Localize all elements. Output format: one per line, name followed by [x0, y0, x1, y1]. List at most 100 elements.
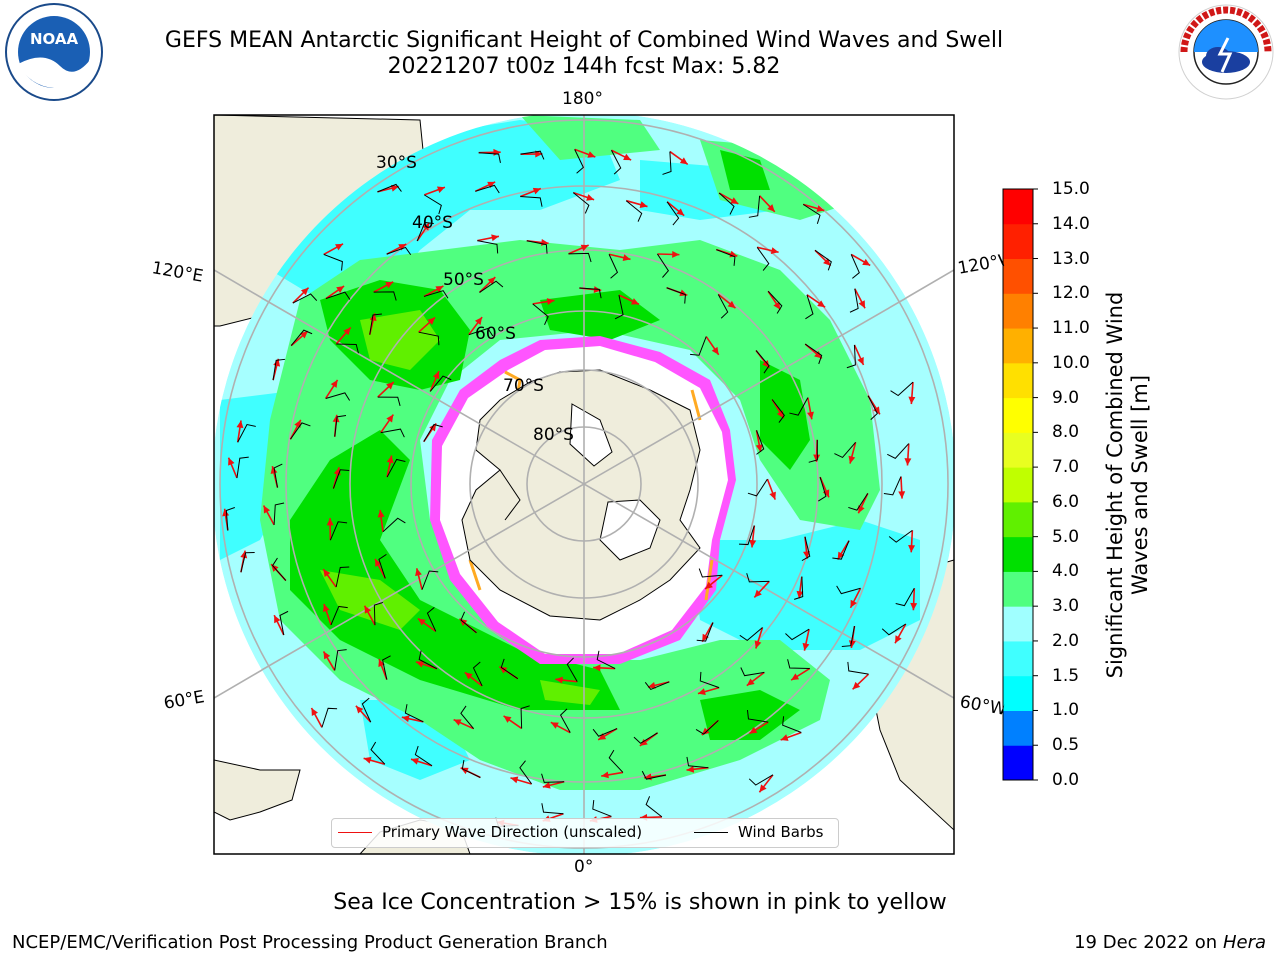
wave-direction-arrowhead	[749, 539, 757, 548]
wind-barb	[237, 423, 256, 443]
wind-barb	[361, 697, 372, 723]
wave-direction-arrowhead	[453, 719, 462, 726]
wave-direction-arrowhead	[817, 300, 826, 308]
wind-barb	[378, 553, 387, 579]
wave-direction-arrowhead	[510, 776, 519, 784]
wave-direction-arrowhead	[326, 518, 334, 526]
wind-barb	[596, 650, 616, 670]
colorbar-segment	[1003, 293, 1033, 329]
wind-barb	[334, 649, 347, 671]
wave-direction-arrowhead	[546, 298, 555, 305]
colorbar-tick-label: 0.5	[1052, 735, 1080, 756]
wind-barb	[887, 443, 910, 459]
wave-direction-arrowhead	[908, 544, 916, 553]
wind-barb	[418, 650, 438, 670]
wind-barb	[814, 249, 832, 271]
wind-barb	[802, 203, 821, 224]
colorbar-segment	[1003, 432, 1033, 468]
footer-host: Hera	[1222, 932, 1266, 953]
lat-label-60s: 60°S	[475, 324, 516, 344]
wave-direction-arrowhead	[499, 666, 508, 674]
wind-barb	[418, 331, 440, 346]
wave-direction-arrowhead	[415, 660, 424, 668]
wave-direction-arrowhead	[770, 247, 779, 255]
wave-direction-arrowhead	[390, 184, 399, 192]
wind-barb	[789, 397, 809, 416]
wind-barb	[520, 195, 543, 207]
colorbar-segment	[1003, 710, 1033, 746]
wind-barb	[740, 667, 765, 677]
wave-direction-arrowhead	[273, 358, 281, 367]
wave-direction-arrowhead	[593, 664, 601, 672]
wave-direction-arrowhead	[848, 640, 856, 648]
wave-direction-arrowhead	[857, 356, 864, 365]
wind-barb	[895, 588, 915, 607]
wave-direction-arrowhead	[759, 784, 767, 793]
wind-barb	[386, 458, 406, 478]
wave-direction-arrowhead	[263, 505, 271, 514]
wind-barb	[572, 192, 590, 214]
wind-barb	[240, 552, 255, 573]
wind-barb	[717, 294, 729, 319]
wind-barb	[380, 428, 405, 438]
wind-barb	[373, 291, 397, 301]
wave-direction-arrowhead	[385, 281, 394, 289]
wind-barb	[460, 705, 475, 730]
wave-direction-arrowhead	[702, 633, 709, 642]
colorbar-segment	[1003, 640, 1033, 677]
wave-direction-arrowhead	[647, 682, 656, 689]
colorbar-label: Significant Height of Combined Wind Wave…	[1103, 291, 1152, 679]
colorbar-tick-label: 7.0	[1052, 457, 1080, 478]
colorbar-tick-label: 14.0	[1052, 213, 1090, 234]
colorbar-segment	[1003, 571, 1033, 607]
lon-label-180: 180°	[562, 89, 603, 109]
colorbar-tick-label: 5.0	[1052, 526, 1080, 547]
wave-direction-arrowhead	[363, 756, 372, 764]
wind-barb	[755, 350, 770, 374]
wind-barb	[520, 150, 545, 160]
wave-direction-arrowhead	[375, 558, 382, 567]
colorbar-segment	[1003, 258, 1033, 294]
colorbar-tick-label: 6.0	[1052, 491, 1080, 512]
wave-direction-arrowhead	[330, 379, 338, 388]
wind-barb	[290, 422, 311, 440]
wind-barb	[329, 521, 348, 541]
wave-direction-arrowhead	[432, 371, 440, 380]
wave-direction-arrowhead	[377, 509, 385, 518]
wave-direction-arrowhead	[436, 186, 445, 193]
colorbar-tick-label: 10.0	[1052, 352, 1090, 373]
wave-direction-arrowhead	[364, 605, 372, 614]
wave-direction-arrowhead	[550, 722, 559, 729]
wave-direction-arrowhead	[580, 244, 589, 252]
wave-direction-arrowhead	[236, 420, 244, 429]
colorbar-frame	[1002, 188, 1034, 781]
colorbar-segment	[1003, 223, 1033, 260]
wind-barb	[279, 610, 289, 636]
wave-direction-arrowhead	[780, 734, 789, 741]
wind-barb	[794, 576, 804, 600]
wind-barb	[461, 759, 481, 778]
wave-direction-arrowhead	[623, 153, 632, 161]
wind-barb	[468, 327, 494, 337]
wind-barb	[883, 476, 902, 496]
wind-barb	[592, 728, 618, 737]
wave-direction-arrowhead	[814, 351, 822, 359]
colorbar	[1002, 188, 1038, 781]
wave-direction-arrowhead	[386, 382, 394, 390]
africa-land	[214, 759, 301, 821]
graticule	[219, 115, 949, 854]
wind-barb	[849, 288, 859, 313]
wind-barb	[377, 183, 402, 193]
colorbar-tick-label: 11.0	[1052, 318, 1090, 339]
wave-direction-arrowhead	[598, 733, 607, 740]
lat-label-50s: 50°S	[443, 270, 484, 290]
wind-barb	[321, 707, 338, 728]
colorbar-tick-label: 15.0	[1052, 179, 1090, 199]
wind-barb	[382, 517, 406, 533]
wind-barb	[841, 625, 855, 647]
wind-barb	[386, 246, 412, 256]
wind-barb	[325, 291, 351, 300]
wave-direction-arrowhead	[862, 258, 871, 266]
colorbar-segment	[1003, 536, 1033, 572]
wind-barb	[424, 194, 442, 215]
